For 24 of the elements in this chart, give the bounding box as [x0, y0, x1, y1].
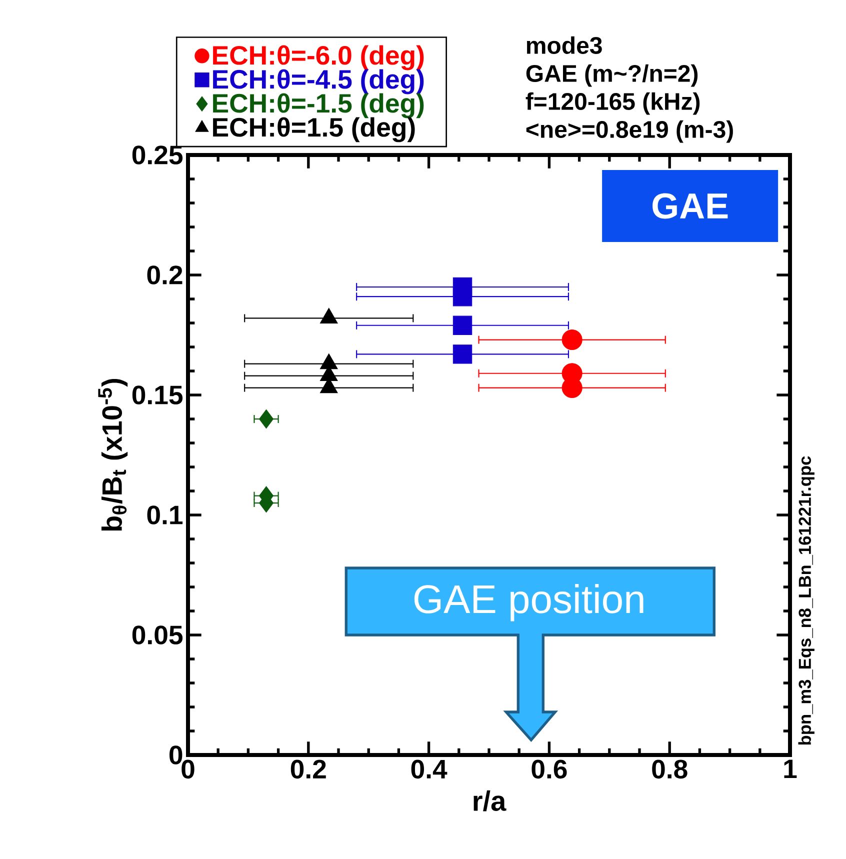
x-axis-title: r/a	[474, 790, 506, 812]
text: bpn_m3_Eqs_n8_LBn_161221r.qpc	[798, 456, 814, 745]
y-tick-label: 0.15	[132, 386, 183, 404]
y-tick-label: 0	[170, 746, 182, 764]
annotation: GAE position	[414, 584, 644, 622]
text: f=120-165 (kHz)	[526, 92, 700, 115]
legend-label: ECH:θ=-1.5 (deg)	[213, 93, 424, 118]
legend-label: ECH:θ=-4.5 (deg)	[213, 69, 424, 94]
x-tick-label: 0.6	[532, 760, 567, 779]
x-tick-label: 1	[784, 760, 797, 778]
x-tick-label: 0.2	[290, 760, 326, 779]
legend-label: ECH:θ=-6.0 (deg)	[213, 45, 424, 70]
x-tick-label: 0.4	[411, 760, 448, 779]
y-tick-label: 0.25	[132, 146, 183, 164]
y-tick-label: 0.2	[147, 266, 182, 284]
text: <ne>=0.8e19 (m-3)	[526, 120, 733, 143]
y-axis-title: b$_{θ}$/B$_{t}$ (x10$^{-5}$)	[98, 378, 128, 531]
annotation: GAE	[652, 193, 728, 219]
text: GAE (m~?/n=2)	[526, 64, 698, 87]
text: mode3	[526, 36, 602, 54]
y-tick-label: 0.05	[132, 626, 183, 644]
legend-label: ECH:θ=1.5 (deg)	[213, 117, 415, 142]
y-tick-label: 0.1	[147, 506, 183, 524]
x-tick-label: 0.8	[652, 760, 688, 779]
